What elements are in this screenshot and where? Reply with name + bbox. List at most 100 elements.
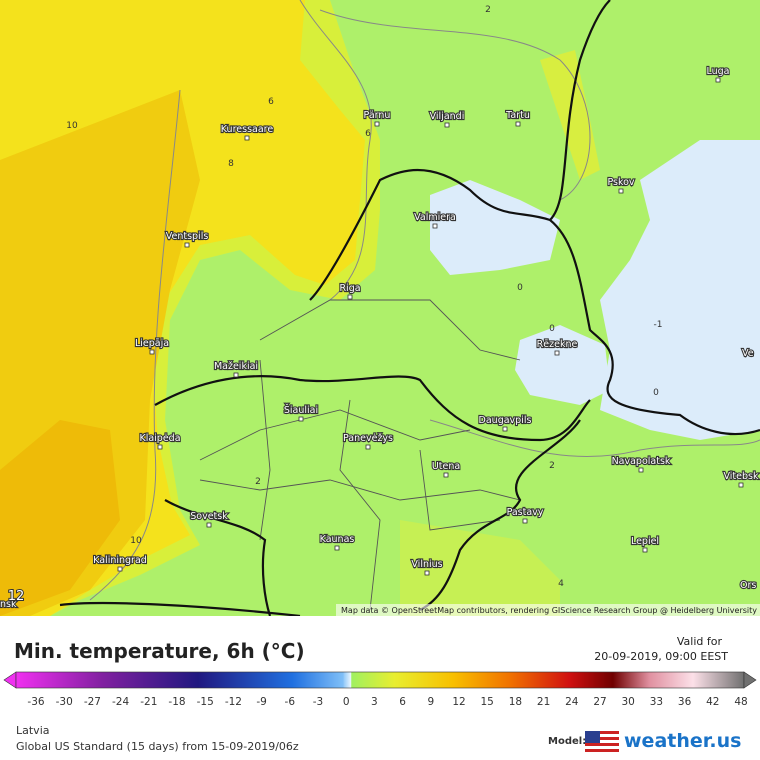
city-marker	[618, 188, 624, 194]
tick-label: 15	[481, 696, 494, 708]
tick-label: -9	[256, 696, 266, 708]
border	[549, 219, 760, 436]
model-run: Global US Standard (15 days) from 15-09-…	[16, 740, 299, 753]
tick-label: 12	[452, 696, 465, 708]
city-marker	[244, 135, 250, 141]
attribution: Map data © OpenStreetMap contributors, r…	[341, 606, 757, 615]
cold-patch	[515, 325, 610, 405]
contour-label: 6	[268, 97, 274, 107]
admin-borders	[199, 299, 521, 611]
city-label: Pskov	[607, 177, 634, 188]
tick-label: -36	[27, 696, 44, 708]
contour-label: 8	[228, 159, 234, 169]
contour-label: 12	[8, 589, 25, 604]
city-label: nsk	[0, 599, 17, 610]
city-marker	[444, 122, 450, 128]
contour-label: 0	[653, 388, 659, 398]
city-marker	[554, 350, 560, 356]
region: Latvia	[16, 724, 50, 737]
tick-label: -30	[56, 696, 73, 708]
contour-label: 2	[549, 461, 555, 471]
border	[419, 419, 581, 611]
tick-label: -6	[285, 696, 296, 708]
ticks: -36 -30 -27 -24 -21 -18 -15 -12 -9 -6 -3 0 3 6 9 12 15 18…	[27, 696, 747, 708]
city-label: Lepiel	[631, 536, 659, 547]
city-label: Ve	[742, 348, 754, 359]
city-label: Kaliningrad	[93, 555, 147, 566]
city-label: Vilnius	[411, 559, 442, 570]
city-label: Šiauliai	[284, 404, 318, 416]
admin-border	[199, 409, 471, 461]
city-marker	[443, 472, 449, 478]
contour-label: 0	[517, 283, 523, 293]
tick-label: 42	[706, 696, 719, 708]
map: Luga Pärnu Viljandi Tartu Kuressaare Pskov Val…	[0, 0, 760, 616]
city-marker	[738, 482, 744, 488]
city-label: Viljandi	[430, 111, 465, 122]
city-marker	[157, 444, 163, 450]
contour-label: 6	[365, 129, 371, 139]
legend: Min. temperature, 6h (°C) Valid for 20-0…	[0, 616, 760, 760]
city-label: Klaipėda	[139, 433, 180, 444]
border	[309, 0, 611, 301]
contour	[89, 89, 181, 601]
city-marker	[334, 545, 340, 551]
city-label: Navapolatsk	[612, 456, 671, 467]
tick-label: 33	[650, 696, 663, 708]
arrow-low	[3, 671, 17, 689]
tick-label: 21	[537, 696, 550, 708]
contour-labels: 2 6 6 8 10 10 0 0 0 2 2 4 12 -1	[7, 5, 663, 605]
brand: weather.us	[624, 730, 742, 752]
contour	[299, 0, 372, 301]
contour	[319, 9, 591, 201]
city-label: Pärnu	[364, 110, 391, 121]
tick-label: -21	[140, 696, 157, 708]
city-label: Sovetsk	[190, 511, 228, 522]
arrow-high	[743, 671, 757, 689]
contour-label: 4	[558, 579, 564, 589]
city-marker	[298, 416, 304, 422]
city-marker	[522, 518, 528, 524]
flag	[585, 731, 619, 753]
tick-label: 27	[593, 696, 606, 708]
tick-label: -24	[112, 696, 129, 708]
city-marker	[374, 121, 380, 127]
tick-label: -12	[225, 696, 242, 708]
city-label: Ventspils	[166, 231, 209, 242]
city-label: Kaunas	[320, 534, 355, 545]
tick-label: 6	[399, 696, 406, 708]
admin-border	[259, 299, 521, 361]
tick-label: 24	[565, 696, 579, 708]
city-label: Ors	[740, 580, 756, 591]
city-label: Daugavpils	[479, 415, 532, 426]
city-marker	[424, 570, 430, 576]
contour-label: 2	[255, 477, 261, 487]
city-label: Panevėžys	[343, 433, 393, 444]
tick-label: 9	[427, 696, 434, 708]
title: Min. temperature, 6h (°C)	[14, 639, 305, 663]
contour	[429, 419, 760, 457]
city-label: Mažeikiai	[214, 361, 258, 372]
contours	[89, 0, 760, 601]
city-marker	[515, 121, 521, 127]
contour-label: -1	[654, 320, 663, 330]
city-marker	[502, 426, 508, 432]
city-label: Kuressaare	[221, 124, 274, 135]
contour-label: 0	[549, 324, 555, 334]
sea-warmest	[0, 420, 120, 616]
colorbar: -36 -30 -27 -24 -21 -18 -15 -12 -9 -6 -3 0 3 6 9 12 15 18…	[3, 671, 757, 708]
admin-border	[199, 479, 521, 501]
valid-time: 20-09-2019, 09:00 EEST	[594, 650, 728, 663]
tick-label: 18	[509, 696, 522, 708]
city-label: Luga	[707, 66, 730, 77]
city-marker	[149, 349, 155, 355]
city-marker	[432, 223, 438, 229]
city-marker	[638, 467, 644, 473]
tick-label: 48	[734, 696, 747, 708]
border	[154, 375, 591, 442]
city-marker	[642, 547, 648, 553]
tick-label: -18	[168, 696, 185, 708]
tick-label: -3	[313, 696, 323, 708]
tick-label: 3	[371, 696, 378, 708]
